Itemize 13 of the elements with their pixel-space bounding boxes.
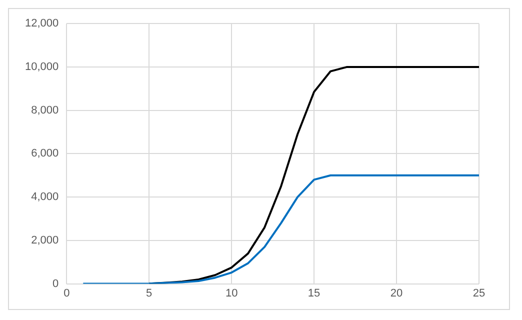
x-tick-label: 15: [308, 287, 320, 300]
y-tick-label: 6,000: [31, 148, 59, 160]
y-tick-label: 0: [52, 278, 59, 290]
x-tick-label: 25: [472, 287, 486, 300]
y-tick-label: 12,000: [24, 18, 59, 30]
x-tick-label: 0: [64, 287, 70, 300]
x-tick-label: 5: [146, 287, 152, 300]
y-tick-label: 10,000: [24, 61, 59, 73]
x-tick-label: 20: [390, 287, 403, 300]
y-tick-label: 2,000: [31, 234, 59, 246]
y-tick-label: 4,000: [31, 191, 59, 204]
y-tick-label: 8,000: [31, 104, 59, 116]
x-tick-label: 10: [225, 287, 238, 300]
